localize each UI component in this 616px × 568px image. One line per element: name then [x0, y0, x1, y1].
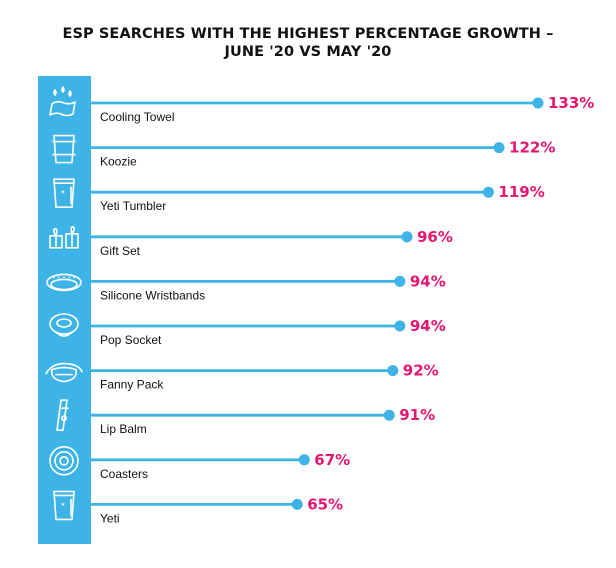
tumbler-icon: ✶	[53, 178, 75, 208]
gift-set-icon	[49, 226, 79, 249]
koozie-cup-icon	[52, 134, 76, 164]
category-label: Yeti	[100, 511, 120, 525]
bar-end-dot	[394, 320, 406, 332]
wristband-icon	[46, 273, 82, 292]
category-label: Fanny Pack	[100, 378, 164, 392]
category-label: Cooling Towel	[100, 110, 175, 124]
svg-text:✶: ✶	[60, 189, 65, 196]
coaster-icon	[49, 445, 79, 476]
bar-end-dot	[493, 142, 505, 154]
category-label: Lip Balm	[100, 422, 147, 436]
category-label: Yeti Tumbler	[100, 199, 166, 213]
bar-end-dot	[394, 275, 406, 287]
bar-end-dot	[532, 97, 544, 109]
value-label: 94%	[410, 272, 446, 290]
bar-end-dot	[387, 365, 399, 377]
value-label: 119%	[498, 183, 544, 201]
category-label: Coasters	[100, 467, 148, 481]
chart-title-line-1: ESP SEARCHES WITH THE HIGHEST PERCENTAGE…	[62, 26, 554, 42]
value-label: 96%	[417, 228, 453, 246]
value-label: 67%	[314, 451, 350, 469]
bar-end-dot	[482, 186, 494, 198]
water-drops-towel-icon	[49, 86, 76, 117]
fanny-pack-icon	[45, 362, 83, 383]
category-label: Silicone Wristbands	[100, 288, 205, 302]
value-label: 91%	[399, 406, 435, 424]
value-label: 65%	[307, 495, 343, 513]
bar-end-dot	[291, 498, 303, 510]
pop-socket-icon	[49, 313, 79, 337]
value-label: 133%	[548, 94, 594, 112]
icon-strip	[38, 76, 91, 544]
bar-end-dot	[401, 231, 413, 243]
bar-end-dot	[383, 409, 395, 421]
category-label: Gift Set	[100, 244, 141, 258]
lip-balm-icon	[56, 399, 69, 432]
bar-end-dot	[298, 454, 310, 466]
yeti-cup-icon: ✶	[53, 490, 75, 521]
value-label: 122%	[509, 139, 555, 157]
value-label: 92%	[403, 362, 439, 380]
value-label: 94%	[410, 317, 446, 335]
chart-title-line-2: JUNE '20 VS MAY '20	[224, 44, 392, 60]
svg-text:✶: ✶	[60, 501, 65, 508]
category-label: Pop Socket	[100, 333, 162, 347]
category-label: Koozie	[100, 155, 137, 169]
